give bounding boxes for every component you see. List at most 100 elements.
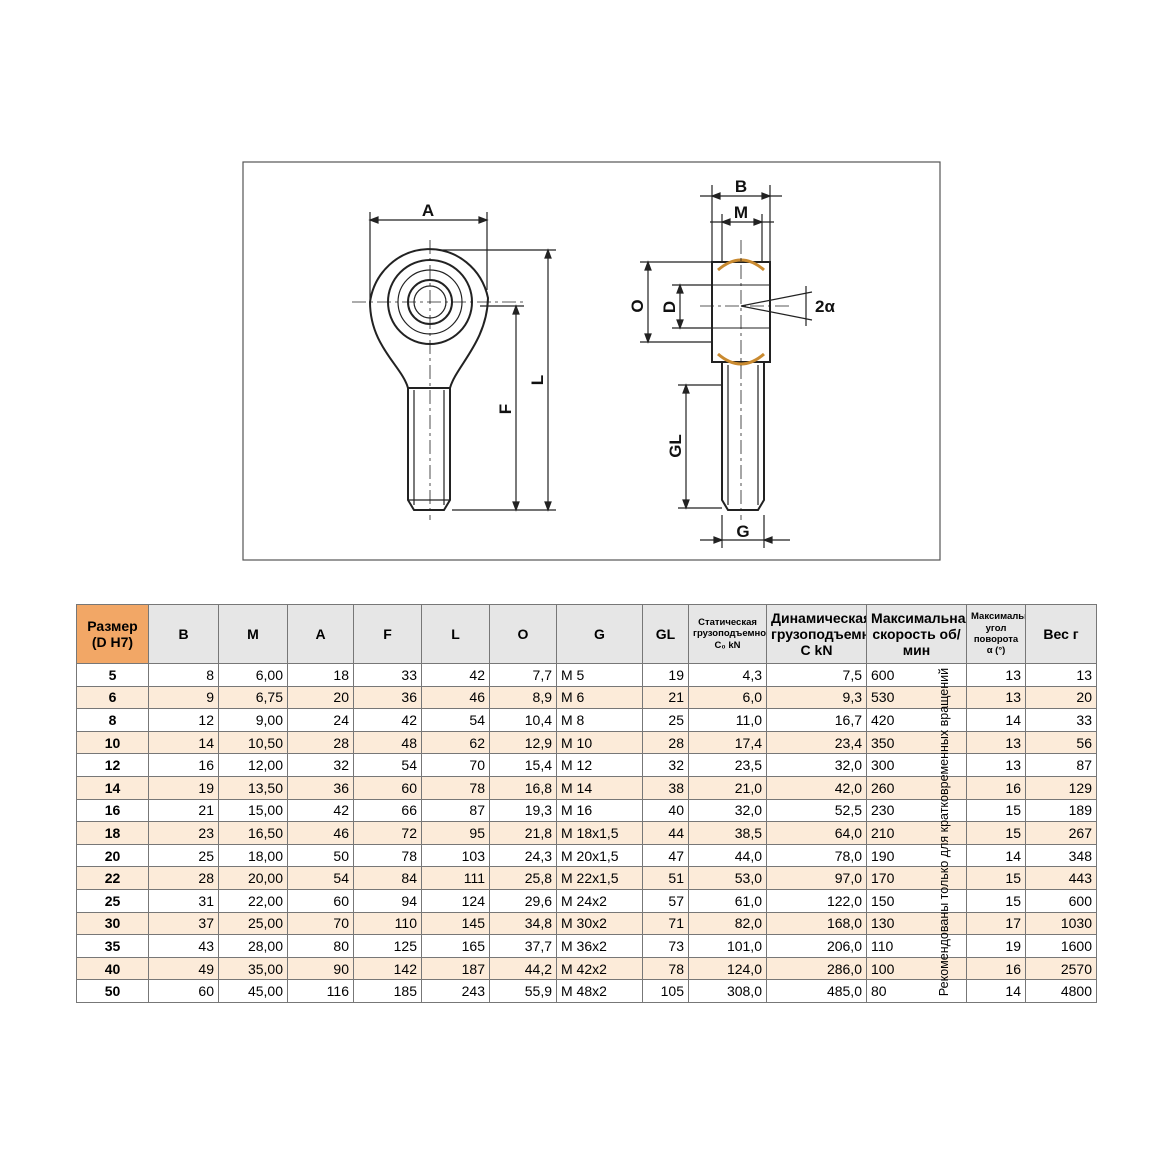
dim-label: GL — [666, 434, 685, 458]
table-cell: 46 — [421, 685, 490, 710]
table-cell: 15 — [966, 821, 1026, 845]
table-cell: 14 — [148, 730, 219, 755]
table-cell: 78,0 — [766, 843, 867, 868]
table-cell: 13 — [966, 753, 1026, 777]
table-cell: M 16 — [556, 798, 643, 823]
table-row: 50 60 45,00 116 185 243 55,9 M 48x2 105 308,0 485,… — [76, 979, 1097, 1003]
table-cell: 105 — [642, 979, 689, 1003]
table-cell: M 14 — [556, 775, 643, 800]
table-cell: 14 — [966, 708, 1026, 732]
table-cell: 111 — [421, 866, 490, 890]
table-cell: 21,8 — [489, 821, 557, 845]
table-cell: 16 — [76, 798, 149, 823]
header-cell: F — [353, 604, 422, 664]
table-cell: 48 — [353, 730, 422, 755]
table-cell: 71 — [642, 911, 689, 936]
table-cell: 210 — [866, 821, 967, 845]
table-cell: 6 — [76, 685, 149, 710]
header-cell: Максимальный угол поворота α (°) — [966, 604, 1026, 664]
table-cell: 49 — [148, 956, 219, 981]
table-cell: 19 — [642, 663, 689, 687]
table-cell: 78 — [353, 843, 422, 868]
table-cell: 308,0 — [688, 979, 767, 1003]
header-cell: A — [287, 604, 354, 664]
table-cell: 20,00 — [218, 866, 288, 890]
table-cell: M 8 — [556, 708, 643, 732]
table-cell: 16 — [966, 956, 1026, 981]
table-cell: 8 — [148, 663, 219, 687]
table-cell: M 36x2 — [556, 934, 643, 958]
table-cell: 8 — [76, 708, 149, 732]
table-cell: 29,6 — [489, 888, 557, 913]
table-cell: 420 — [866, 708, 967, 732]
front-view — [352, 212, 556, 520]
table-cell: 16,8 — [489, 775, 557, 800]
table-cell: 15 — [966, 798, 1026, 823]
header-cell: Максимальная скорость об/мин — [866, 604, 967, 664]
frame — [242, 161, 941, 561]
table-cell: 260 — [866, 775, 967, 800]
table-cell: 16 — [966, 775, 1026, 800]
table-cell: 55,9 — [489, 979, 557, 1003]
table-cell: 300 — [866, 753, 967, 777]
table-cell: 243 — [421, 979, 490, 1003]
table-cell: 33 — [1025, 708, 1097, 732]
table-cell: 25,00 — [218, 911, 288, 936]
table-cell: 142 — [353, 956, 422, 981]
table-cell: 116 — [287, 979, 354, 1003]
table-cell: M 10 — [556, 730, 643, 755]
table-cell: 129 — [1025, 775, 1097, 800]
table-cell: 16 — [148, 753, 219, 777]
table-cell: 25 — [148, 843, 219, 868]
header-cell: Вес г — [1025, 604, 1097, 664]
table-cell: 87 — [1025, 753, 1097, 777]
table-cell: 600 — [866, 663, 967, 687]
table-cell: 18,00 — [218, 843, 288, 868]
table-cell: 37 — [148, 911, 219, 936]
table-cell: 40 — [76, 956, 149, 981]
table-cell: 187 — [421, 956, 490, 981]
table-cell: 54 — [421, 708, 490, 732]
table-cell: M 24x2 — [556, 888, 643, 913]
table-cell: 10,50 — [218, 730, 288, 755]
table-cell: 57 — [642, 888, 689, 913]
table-cell: 13 — [966, 730, 1026, 755]
table-cell: 267 — [1025, 821, 1097, 845]
table-cell: 14 — [966, 843, 1026, 868]
table-cell: 25 — [76, 888, 149, 913]
table-cell: 42 — [421, 663, 490, 687]
table-cell: 32 — [642, 753, 689, 777]
table-cell: 20 — [76, 843, 149, 868]
table-cell: 24,3 — [489, 843, 557, 868]
header-cell: Динамическая грузоподъемность C kN — [766, 604, 867, 664]
table-cell: M 20x1,5 — [556, 843, 643, 868]
table-cell: 28 — [148, 866, 219, 890]
table-cell: 94 — [353, 888, 422, 913]
table-cell: 1030 — [1025, 911, 1097, 936]
table-cell: 600 — [1025, 888, 1097, 913]
table-cell: 70 — [287, 911, 354, 936]
table-cell: 19,3 — [489, 798, 557, 823]
table-cell: 44,2 — [489, 956, 557, 981]
table-row: 22 28 20,00 54 84 111 25,8 M 22x1,5 51 53,0 97,0 17… — [76, 866, 1097, 890]
table-cell: 165 — [421, 934, 490, 958]
table-cell: 87 — [421, 798, 490, 823]
table-cell: 38 — [642, 775, 689, 800]
table-cell: 28 — [287, 730, 354, 755]
dim-label: L — [528, 375, 547, 385]
header-cell: G — [556, 604, 643, 664]
table-cell: 25,8 — [489, 866, 557, 890]
table-cell: 23,4 — [766, 730, 867, 755]
table-cell: 8,9 — [489, 685, 557, 710]
table-cell: 50 — [287, 843, 354, 868]
table-cell: 12,00 — [218, 753, 288, 777]
table-cell: 35,00 — [218, 956, 288, 981]
table-cell: 21 — [148, 798, 219, 823]
table-cell: 64,0 — [766, 821, 867, 845]
table-cell: 124 — [421, 888, 490, 913]
table-cell: 43 — [148, 934, 219, 958]
table-cell: 6,00 — [218, 663, 288, 687]
dim-label: 2α — [815, 297, 835, 316]
table-cell: 23,5 — [688, 753, 767, 777]
table-cell: 30 — [76, 911, 149, 936]
